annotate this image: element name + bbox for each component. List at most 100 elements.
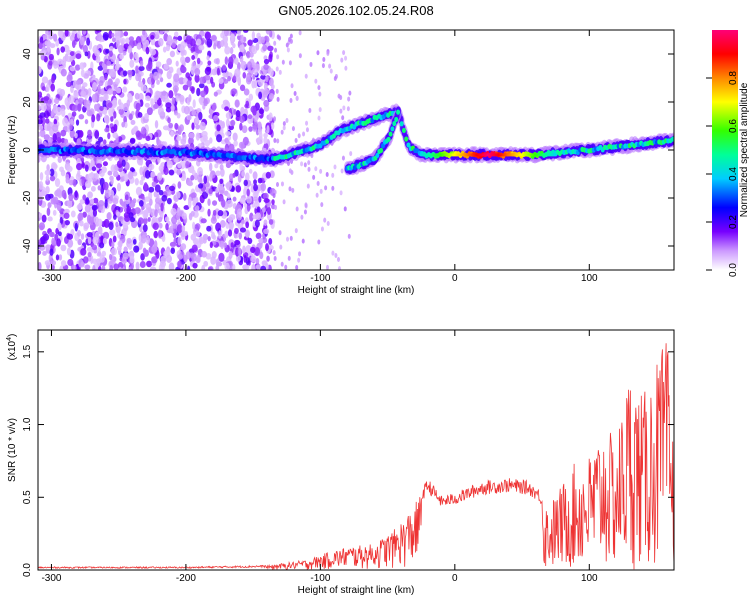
noise-speckle — [84, 119, 89, 125]
noise-speckle — [132, 198, 137, 204]
noise-speckle — [112, 90, 117, 96]
noise-speckle — [157, 97, 162, 106]
noise-speckle — [263, 58, 270, 65]
snr-multiplier-close: ) — [7, 334, 18, 337]
noise-speckle — [257, 78, 264, 87]
noise-speckle — [69, 51, 75, 57]
noise-speckle — [269, 68, 274, 77]
noise-speckle — [45, 174, 50, 182]
noise-speckle — [82, 44, 88, 54]
noise-speckle — [307, 160, 311, 166]
noise-speckle — [132, 238, 137, 245]
noise-speckle — [39, 36, 44, 45]
noise-speckle — [91, 204, 98, 211]
noise-speckle — [71, 39, 76, 48]
noise-speckle — [252, 73, 256, 80]
noise-speckle — [245, 244, 252, 255]
x-tick-label: 0 — [452, 573, 458, 584]
noise-speckle — [328, 63, 332, 69]
noise-speckle — [191, 55, 195, 61]
noise-speckle — [149, 72, 154, 79]
noise-speckle — [155, 61, 162, 68]
noise-speckle — [159, 260, 166, 268]
noise-speckle — [233, 239, 241, 246]
colorbar-gradient — [712, 30, 738, 270]
noise-speckle — [227, 75, 232, 82]
noise-speckle — [209, 241, 213, 249]
noise-speckle — [177, 253, 184, 260]
noise-speckle — [251, 62, 257, 69]
noise-speckle — [223, 79, 229, 84]
noise-speckle — [266, 255, 270, 262]
noise-speckle — [239, 197, 246, 204]
noise-speckle — [115, 87, 122, 94]
noise-speckle — [289, 97, 293, 103]
noise-speckle — [180, 50, 185, 57]
noise-speckle — [110, 68, 117, 78]
noise-speckle — [103, 218, 110, 228]
noise-speckle — [48, 30, 54, 40]
trace-core — [394, 116, 399, 123]
x-tick-label: -200 — [176, 573, 196, 584]
noise-speckle — [89, 198, 95, 205]
noise-speckle — [272, 250, 276, 256]
noise-speckle — [57, 58, 64, 65]
noise-speckle — [142, 30, 146, 36]
noise-speckle — [109, 229, 116, 236]
noise-speckle — [159, 30, 164, 35]
noise-speckle — [102, 99, 107, 109]
noise-speckle — [66, 74, 73, 82]
noise-speckle — [106, 60, 112, 66]
noise-speckle — [220, 168, 225, 177]
noise-speckle — [46, 125, 51, 132]
y-tick-label: 0 — [22, 147, 33, 153]
noise-speckle — [240, 60, 247, 70]
noise-speckle — [49, 168, 55, 177]
colorbar-tick-label: 0.2 — [728, 215, 739, 229]
noise-speckle — [303, 209, 307, 215]
x-tick-label: -100 — [310, 573, 330, 584]
noise-speckle — [156, 79, 160, 85]
noise-speckle — [87, 129, 92, 137]
noise-speckle — [226, 199, 233, 208]
noise-speckle — [204, 31, 212, 41]
noise-speckle — [92, 82, 98, 92]
noise-speckle — [238, 247, 242, 257]
noise-speckle — [229, 173, 234, 182]
noise-speckle — [284, 264, 288, 270]
noise-speckle — [216, 67, 221, 76]
noise-speckle — [236, 208, 242, 218]
noise-speckle — [254, 219, 260, 228]
noise-speckle — [82, 194, 87, 201]
noise-speckle — [250, 255, 257, 263]
noise-speckle — [305, 120, 309, 126]
noise-speckle — [344, 65, 348, 71]
noise-speckle — [66, 233, 74, 240]
noise-speckle — [89, 172, 94, 178]
noise-speckle — [191, 244, 198, 253]
noise-speckle — [96, 259, 101, 268]
noise-speckle — [175, 95, 180, 102]
noise-speckle — [279, 244, 283, 250]
noise-speckle — [79, 130, 84, 138]
noise-speckle — [317, 115, 321, 121]
noise-speckle — [260, 182, 267, 192]
noise-speckle — [112, 197, 119, 205]
noise-speckle — [232, 132, 238, 142]
noise-speckle — [51, 237, 55, 246]
noise-speckle — [262, 44, 268, 52]
noise-speckle — [246, 195, 252, 204]
noise-speckle — [209, 173, 213, 182]
noise-speckle — [273, 116, 277, 122]
noise-speckle — [112, 97, 117, 106]
noise-speckle — [54, 178, 61, 187]
noise-speckle — [56, 47, 60, 56]
noise-speckle — [336, 256, 340, 262]
noise-speckle — [246, 203, 251, 212]
noise-speckle — [274, 47, 278, 53]
noise-speckle — [60, 129, 67, 137]
noise-speckle — [301, 238, 305, 244]
noise-speckle — [262, 192, 269, 200]
noise-speckle — [136, 42, 142, 50]
